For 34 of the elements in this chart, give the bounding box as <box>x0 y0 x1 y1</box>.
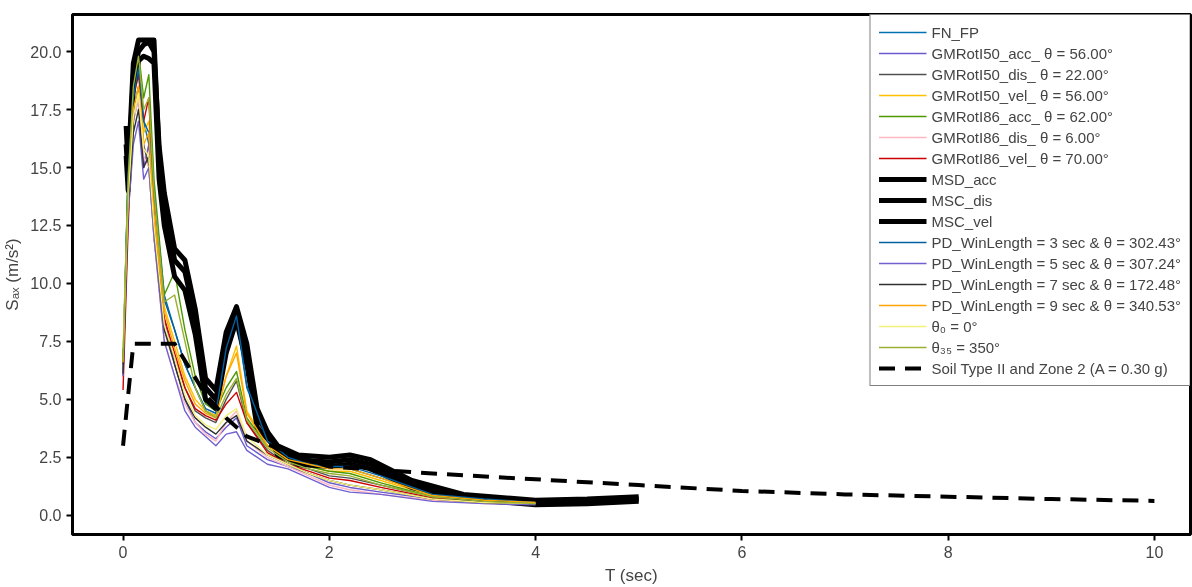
legend-label: PD_WinLength = 3 sec & θ = 302.43° <box>931 233 1181 251</box>
legend-label: θ₀ = 0° <box>931 317 978 335</box>
x-tick-label: 6 <box>737 543 747 561</box>
y-tick-label: 0.0 <box>39 507 62 525</box>
x-axis-title: T (sec) <box>605 565 658 585</box>
y-tick-label: 12.5 <box>30 217 62 235</box>
legend-label: GMRotI50_vel_ θ = 56.00° <box>931 86 1109 104</box>
legend-label: PD_WinLength = 5 sec & θ = 307.24° <box>931 254 1181 272</box>
y-tick-label: 17.5 <box>30 101 62 119</box>
y-tick-label: 15.0 <box>30 159 62 177</box>
legend-label: GMRotI86_vel_ θ = 70.00° <box>931 149 1109 167</box>
legend-label: PD_WinLength = 9 sec & θ = 340.53° <box>931 296 1181 314</box>
y-tick-label: 2.5 <box>39 449 62 467</box>
legend-label: MSC_vel <box>931 212 993 230</box>
legend-label: FN_FP <box>931 23 980 41</box>
y-tick-label: 5.0 <box>39 391 62 409</box>
legend-label: MSD_acc <box>931 170 997 188</box>
legend-label: GMRotI86_dis_ θ = 6.00° <box>931 128 1101 146</box>
legend-label: MSC_dis <box>931 191 993 209</box>
y-tick-label: 20.0 <box>30 43 62 61</box>
legend-label: GMRotI50_acc_ θ = 56.00° <box>931 44 1114 62</box>
y-axis-title: Sₐₓ (m/s²) <box>3 238 23 311</box>
legend-label: GMRotI86_acc_ θ = 62.00° <box>931 107 1114 125</box>
legend-label: θ₃₅ = 350° <box>931 338 1001 356</box>
x-tick-label: 8 <box>943 543 953 561</box>
x-tick-label: 0 <box>118 543 128 561</box>
legend-label: PD_WinLength = 7 sec & θ = 172.48° <box>931 275 1181 293</box>
legend-label: GMRotI50_dis_ θ = 22.00° <box>931 65 1109 83</box>
x-tick-label: 4 <box>531 543 541 561</box>
y-tick-label: 10.0 <box>30 275 62 293</box>
x-tick-label: 2 <box>324 543 334 561</box>
legend-label: Soil Type II and Zone 2 (A = 0.30 g) <box>931 359 1168 377</box>
y-tick-label: 7.5 <box>39 333 62 351</box>
x-tick-label: 10 <box>1145 543 1164 561</box>
